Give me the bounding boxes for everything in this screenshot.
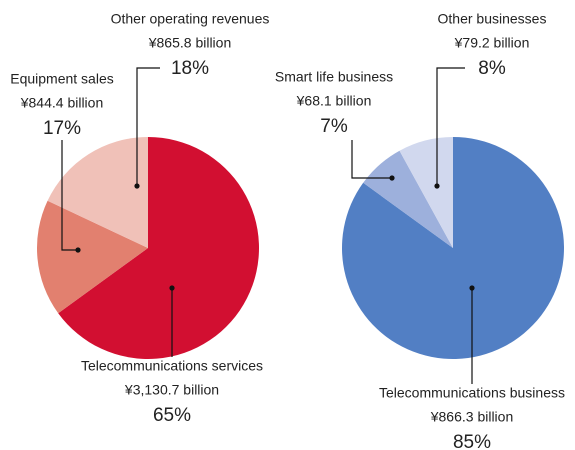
slice-amount: ¥866.3 billion (430, 409, 514, 425)
slice-amount: ¥68.1 billion (296, 93, 372, 109)
slice-amount: ¥79.2 billion (454, 35, 530, 51)
slice-name: Telecommunications business (379, 385, 565, 401)
slice-percent: 85% (453, 432, 491, 450)
slice-name: Telecommunications services (81, 358, 263, 374)
slice-percent: 17% (43, 118, 81, 139)
slice-amount: ¥3,130.7 billion (124, 382, 219, 398)
leader-dot (434, 183, 440, 189)
slice-percent: 7% (320, 116, 348, 137)
leader-dot (134, 183, 140, 189)
slice-percent: 8% (478, 58, 506, 79)
leader-line (351, 140, 392, 179)
slice-percent: 18% (171, 58, 209, 79)
leader-dot (169, 285, 175, 291)
slice-name: Smart life business (275, 69, 393, 85)
slice-amount: ¥844.4 billion (20, 95, 104, 111)
leader-dot (469, 285, 475, 291)
slice-percent: 65% (153, 405, 191, 426)
leader-dot (75, 247, 81, 253)
pie-slice (399, 137, 453, 248)
slice-name: Equipment sales (10, 71, 114, 87)
pie-slice (37, 200, 148, 314)
leader-line (136, 67, 160, 186)
slice-name: Other operating revenues (111, 11, 270, 27)
leader-line (436, 67, 465, 186)
leader-dot (389, 175, 395, 181)
pie-slice (47, 137, 149, 248)
slice-amount: ¥865.8 billion (148, 35, 232, 51)
slice-name: Other businesses (438, 11, 547, 27)
pie-slice (363, 150, 453, 248)
pie-slice (58, 137, 259, 359)
leader-line (61, 140, 78, 251)
